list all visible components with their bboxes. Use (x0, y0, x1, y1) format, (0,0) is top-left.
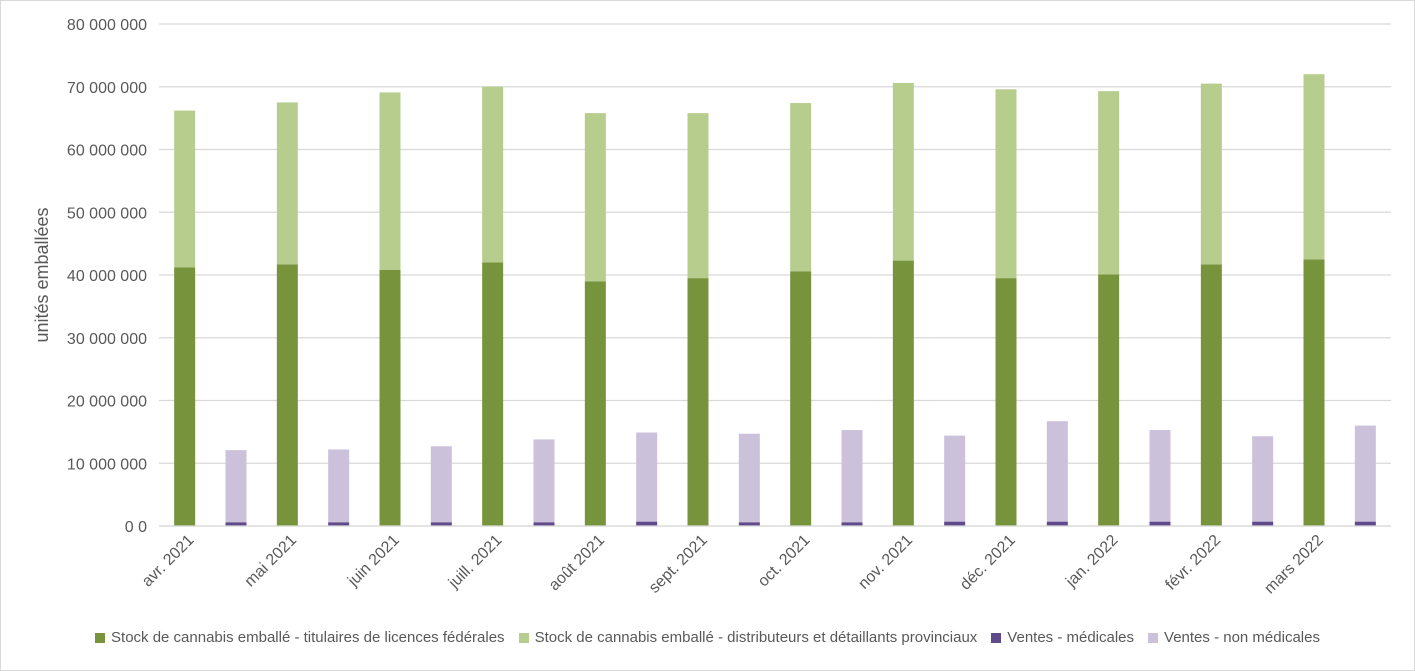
legend: Stock de cannabis emballé - titulaires d… (1, 629, 1414, 646)
x-tick-label: juill. 2021 (445, 532, 506, 593)
bar-stock-0 (790, 271, 812, 526)
bar-ventes-1 (1252, 436, 1274, 522)
gridlines (159, 23, 1391, 527)
bar-ventes-1 (328, 449, 350, 523)
bar-ventes-0 (328, 522, 350, 526)
bar-ventes-1 (430, 446, 452, 523)
bar-stock-1 (790, 103, 812, 272)
x-axis: avr. 2021 mai 2021 juin 2021 juill. 2021 aoû… (139, 525, 1391, 598)
bar-stock-0 (1200, 264, 1222, 526)
y-tick-label: 30 000 000 (67, 331, 147, 348)
bar-ventes-1 (1149, 429, 1171, 522)
legend-label: Stock de cannabis emballé - distributeur… (534, 629, 978, 646)
x-tick-label: avr. 2021 (139, 532, 198, 591)
legend-item: Ventes - non médicales (1148, 629, 1320, 646)
bar-ventes-0 (944, 521, 966, 526)
bar-ventes-0 (533, 522, 555, 526)
y-tick-label: 40 000 000 (67, 268, 147, 285)
bar-stock-1 (379, 92, 401, 270)
bar-ventes-0 (636, 521, 658, 526)
bar-ventes-1 (1354, 425, 1376, 522)
bar-ventes-0 (1149, 521, 1171, 526)
bar-stock-0 (892, 260, 914, 526)
x-tick-label: jan. 2022 (1062, 532, 1121, 591)
bar-ventes-0 (1046, 521, 1068, 526)
legend-swatch (95, 632, 106, 643)
bar-stock-1 (584, 113, 606, 282)
bar-stock-1 (482, 86, 504, 263)
stacked-bar-chart: 0 0 10 000 000 20 000 000 30 000 000 40 000 … (32, 17, 1391, 598)
bar-stock-1 (1303, 74, 1325, 260)
bar-ventes-0 (1354, 521, 1376, 526)
bar-stock-1 (276, 102, 298, 265)
legend-swatch (991, 632, 1002, 643)
bar-stock-0 (995, 278, 1017, 526)
bar-stock-0 (1303, 259, 1325, 526)
bar-stock-0 (584, 281, 606, 526)
bar-stock-1 (687, 113, 709, 279)
x-tick-label: nov. 2021 (855, 532, 916, 593)
x-tick-label: oct. 2021 (755, 532, 814, 591)
bar-stock-0 (174, 267, 196, 526)
y-tick-label: 70 000 000 (67, 80, 147, 97)
x-tick-label: févr. 2022 (1162, 532, 1224, 594)
bars (174, 74, 1376, 526)
bar-stock-1 (1200, 83, 1222, 265)
bar-stock-1 (892, 82, 914, 261)
bar-stock-0 (482, 262, 504, 526)
legend-label: Stock de cannabis emballé - titulaires d… (111, 629, 505, 646)
y-tick-label: 80 000 000 (67, 17, 147, 34)
bar-ventes-1 (841, 429, 863, 523)
x-tick-label: déc. 2021 (957, 532, 1019, 594)
legend-label: Ventes - médicales (1007, 629, 1135, 646)
bar-ventes-0 (430, 522, 452, 526)
legend-item: Ventes - médicales (991, 629, 1134, 646)
x-tick-label: juin 2021 (344, 532, 403, 591)
bar-ventes-1 (738, 433, 760, 523)
bar-stock-1 (1098, 91, 1120, 275)
legend-item: Stock de cannabis emballé - distributeur… (518, 629, 978, 646)
bar-stock-1 (174, 110, 196, 268)
bar-stock-1 (995, 89, 1017, 279)
y-tick-label: 50 000 000 (67, 205, 147, 222)
legend-swatch (518, 632, 529, 643)
x-tick-label: mars 2022 (1261, 532, 1327, 598)
bar-stock-0 (276, 264, 298, 526)
y-tick-label: 20 000 000 (67, 394, 147, 411)
bar-ventes-1 (225, 450, 247, 523)
bar-ventes-1 (636, 432, 658, 522)
bar-ventes-0 (738, 522, 760, 526)
bar-stock-0 (1098, 274, 1120, 526)
x-tick-label: mai 2021 (242, 532, 301, 591)
bar-ventes-1 (533, 439, 555, 523)
y-axis-title: unités emballées (32, 207, 52, 342)
y-tick-label: 0 0 (125, 519, 147, 536)
y-tick-label: 60 000 000 (67, 143, 147, 160)
bar-stock-0 (687, 278, 709, 526)
legend-swatch (1148, 632, 1159, 643)
bar-ventes-0 (841, 522, 863, 526)
legend-item: Stock de cannabis emballé - titulaires d… (95, 629, 505, 646)
y-axis: 0 0 10 000 000 20 000 000 30 000 000 40 000 … (67, 17, 147, 536)
legend-label: Ventes - non médicales (1164, 629, 1320, 646)
x-tick-label: août 2021 (546, 532, 608, 594)
bar-ventes-1 (1046, 421, 1068, 522)
bar-stock-0 (379, 269, 401, 526)
y-tick-label: 10 000 000 (67, 456, 147, 473)
x-tick-label: sept. 2021 (646, 532, 711, 597)
bar-ventes-0 (1252, 521, 1274, 526)
bar-ventes-0 (225, 522, 247, 526)
bar-ventes-1 (944, 435, 966, 522)
